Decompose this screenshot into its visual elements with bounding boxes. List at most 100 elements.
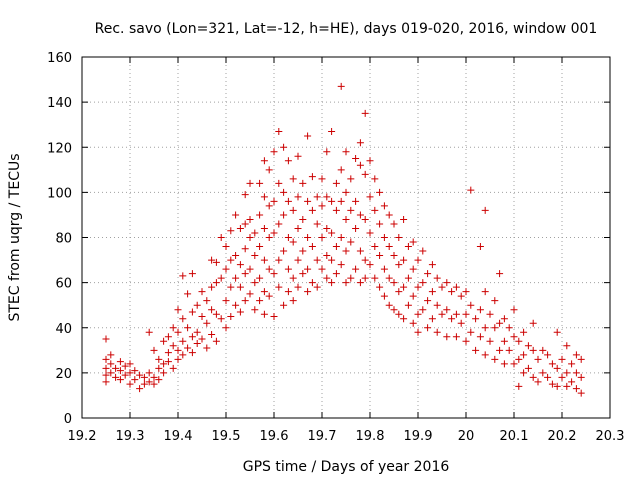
- data-point: [222, 297, 230, 305]
- data-point: [102, 378, 110, 386]
- data-point: [294, 193, 302, 201]
- data-point: [448, 288, 456, 296]
- x-axis-label: GPS time / Days of year 2016: [243, 459, 450, 475]
- data-point: [558, 373, 566, 381]
- data-point: [212, 279, 220, 287]
- data-point: [366, 157, 374, 165]
- data-point: [457, 319, 465, 327]
- data-point: [217, 315, 225, 323]
- y-axis-ticks: 0 20 40 60 80 100 120 140 160: [47, 51, 610, 427]
- data-point: [424, 297, 432, 305]
- data-point: [222, 265, 230, 273]
- data-point: [443, 306, 451, 314]
- data-point: [150, 346, 158, 354]
- y-tick-label: 0: [64, 412, 72, 427]
- data-point: [371, 243, 379, 251]
- data-point: [232, 211, 240, 219]
- data-point: [404, 274, 412, 282]
- data-point: [304, 132, 312, 140]
- data-point: [337, 234, 345, 241]
- data-point: [102, 364, 110, 372]
- data-point: [241, 220, 249, 228]
- data-point: [472, 346, 480, 354]
- data-point: [553, 382, 561, 390]
- data-point: [265, 265, 273, 273]
- data-point: [208, 283, 216, 291]
- data-point: [232, 301, 240, 309]
- data-point: [572, 369, 580, 377]
- data-point: [179, 315, 187, 323]
- data-point: [376, 283, 384, 291]
- data-point: [251, 252, 259, 260]
- data-point: [304, 288, 312, 296]
- data-point: [107, 360, 115, 368]
- data-point: [433, 328, 441, 336]
- data-point: [548, 360, 556, 368]
- data-point: [438, 310, 446, 318]
- data-point: [289, 175, 297, 183]
- data-point: [356, 139, 364, 147]
- data-point: [409, 265, 417, 273]
- data-point: [160, 360, 168, 368]
- data-point: [280, 301, 288, 309]
- data-point: [577, 355, 585, 363]
- data-point: [308, 173, 316, 181]
- data-point: [510, 306, 518, 314]
- data-point: [409, 292, 417, 300]
- data-point: [352, 197, 360, 205]
- data-point: [491, 297, 499, 305]
- data-point: [337, 197, 345, 205]
- data-point: [510, 333, 518, 341]
- data-point: [256, 179, 264, 187]
- data-point: [116, 376, 124, 384]
- data-point: [400, 256, 408, 264]
- data-point: [390, 306, 398, 314]
- x-tick-label: 20.3: [596, 429, 625, 444]
- data-point: [265, 292, 273, 300]
- data-point: [299, 247, 307, 255]
- data-point: [102, 355, 110, 363]
- data-point: [371, 274, 379, 282]
- data-point: [414, 328, 422, 336]
- data-point: [332, 179, 340, 187]
- data-point: [419, 247, 427, 255]
- data-point: [419, 279, 427, 287]
- data-point: [352, 265, 360, 273]
- data-point: [352, 224, 360, 232]
- data-point: [577, 389, 585, 397]
- data-point: [256, 297, 264, 305]
- data-point: [332, 206, 340, 214]
- data-point: [275, 127, 283, 135]
- data-point: [150, 373, 158, 381]
- data-point: [232, 274, 240, 282]
- data-point: [265, 234, 273, 241]
- data-point: [400, 215, 408, 223]
- data-point: [318, 175, 326, 183]
- data-point: [515, 337, 523, 345]
- data-point: [313, 193, 321, 201]
- data-point: [328, 127, 336, 135]
- data-point: [409, 238, 417, 246]
- data-point: [294, 224, 302, 232]
- data-point: [126, 369, 134, 377]
- data-point: [299, 270, 307, 278]
- data-point: [380, 292, 388, 300]
- data-point: [505, 346, 513, 354]
- x-tick-label: 20.2: [548, 429, 577, 444]
- data-point: [352, 155, 360, 163]
- data-point: [294, 283, 302, 291]
- data-point: [404, 301, 412, 309]
- data-point: [481, 324, 489, 332]
- data-point: [246, 179, 254, 187]
- data-point: [227, 283, 235, 291]
- data-point: [361, 256, 369, 264]
- data-point: [280, 188, 288, 196]
- data-point: [328, 279, 336, 287]
- y-tick-label: 80: [55, 232, 72, 247]
- data-point: [304, 234, 312, 241]
- plot-frame: [81, 56, 611, 419]
- data-point: [328, 256, 336, 264]
- data-point: [193, 340, 201, 348]
- data-point: [145, 328, 153, 336]
- x-axis-ticks: 19.2 19.3 19.4 19.5 19.6 19.7 19.8 19.9 20 20.1 20…: [68, 57, 625, 444]
